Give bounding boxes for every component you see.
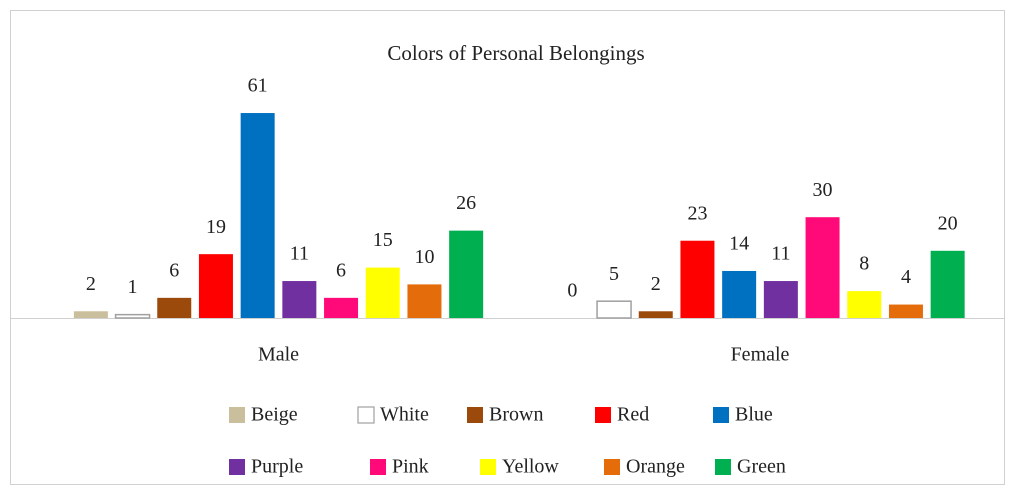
bar [763,281,798,318]
bar [157,297,192,318]
legend-swatch [467,407,483,423]
bar [638,311,673,318]
data-label: 2 [651,273,661,295]
x-tick-label: Male [258,344,299,366]
bar [805,217,840,318]
legend-swatch [229,459,245,475]
bar [449,230,484,318]
bar [930,250,965,318]
bar [240,113,275,318]
legend-swatch [480,459,496,475]
legend-label: Brown [489,404,543,426]
bar [198,254,233,318]
data-label: 11 [290,243,309,265]
legend-swatch [715,459,731,475]
legend-label: Purple [251,456,303,478]
legend-label: Yellow [502,456,559,478]
data-label: 26 [456,192,476,214]
x-tick-label: Female [731,344,790,366]
data-label: 19 [206,216,226,238]
legend-label: Orange [626,456,685,478]
chart-title: Colors of Personal Belongings [387,41,644,65]
legend-label: Pink [392,456,429,478]
bar [596,300,632,319]
data-label: 61 [248,75,268,97]
legend-swatch [370,459,386,475]
data-label: 10 [414,246,434,268]
bar [324,297,359,318]
bar [282,281,317,318]
bar [847,291,882,318]
data-label: 6 [336,259,346,281]
data-label: 15 [373,229,393,251]
data-label: 11 [771,243,790,265]
legend-swatch [595,407,611,423]
legend-swatch [357,406,375,424]
data-label: 14 [729,233,749,255]
bar [365,267,400,318]
legend-swatch [229,407,245,423]
legend-label: Beige [251,404,298,426]
data-label: 4 [901,266,911,288]
data-label: 1 [128,276,138,298]
legend-swatch [604,459,620,475]
data-label: 2 [86,273,96,295]
legend-label: Green [737,456,786,478]
data-label: 30 [813,179,833,201]
bar [722,270,757,318]
bar [73,311,108,318]
data-label: 20 [938,212,958,234]
data-label: 5 [609,263,619,285]
data-label: 23 [687,202,707,224]
legend-label: White [380,404,429,426]
bar [114,313,151,319]
legend-label: Blue [735,404,773,426]
bar [680,240,715,318]
data-label: 0 [567,280,577,302]
data-label: 6 [169,259,179,281]
bar [407,284,442,318]
bar [888,304,923,318]
legend-swatch [713,407,729,423]
legend-label: Red [617,404,649,426]
data-label: 8 [859,253,869,275]
